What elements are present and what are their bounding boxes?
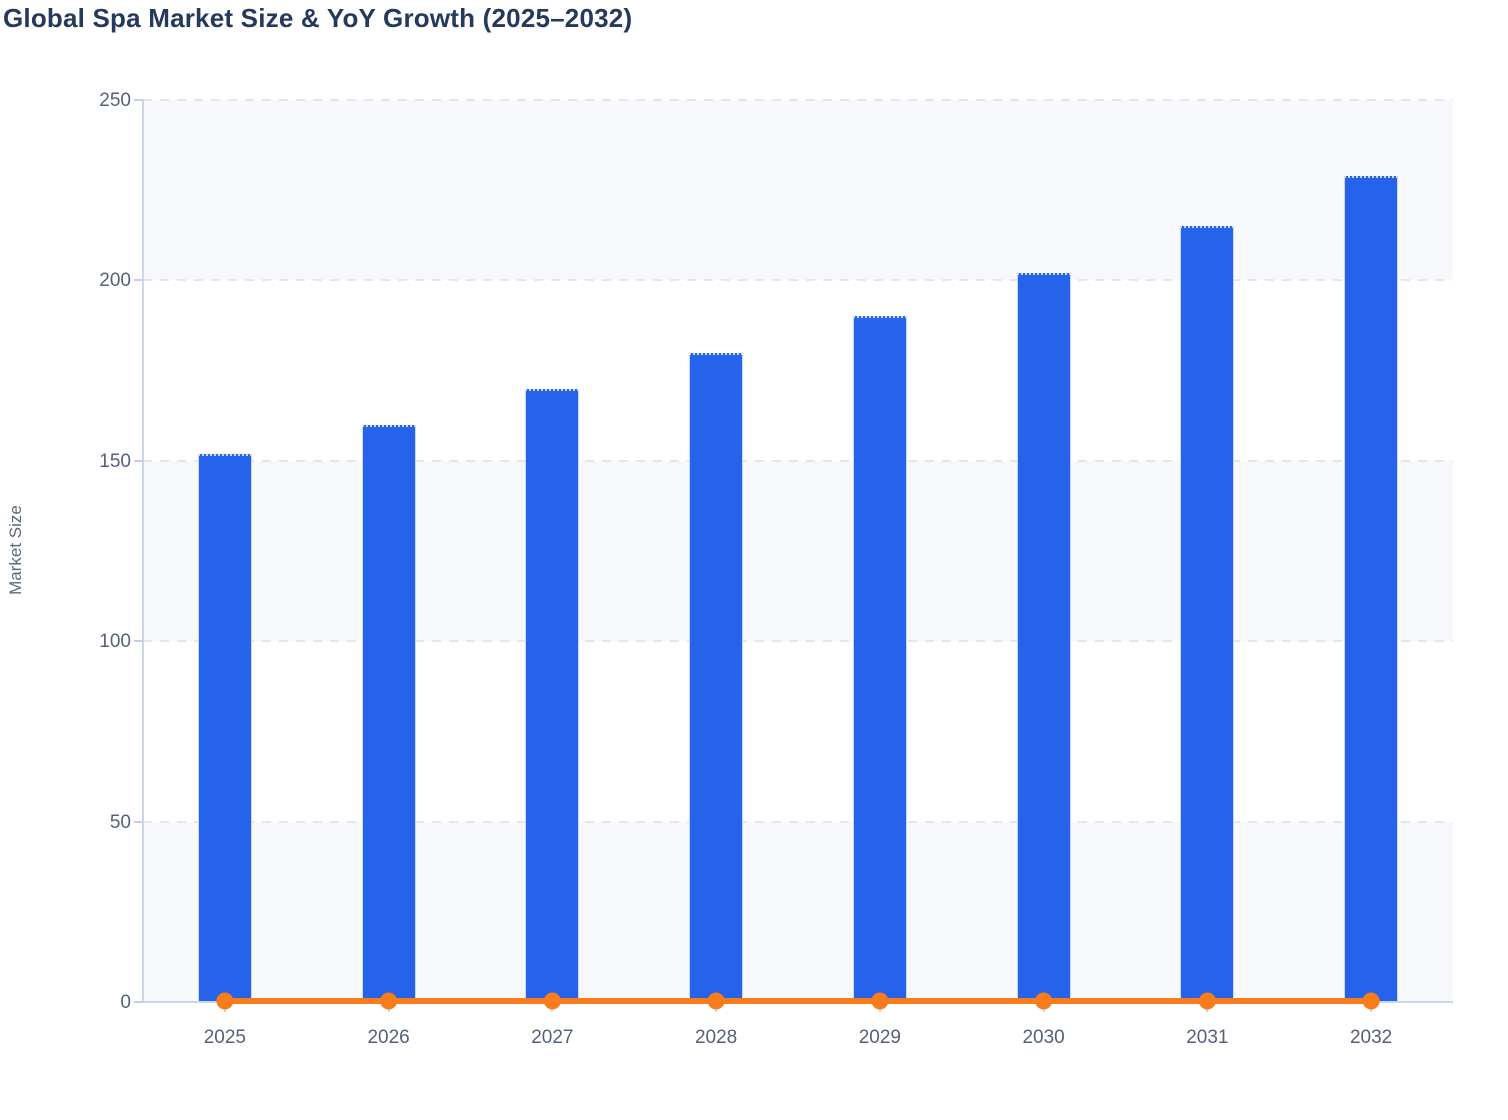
x-tick-label-2031: 2031: [1186, 1027, 1229, 1048]
x-tick-2027: [551, 1003, 554, 1012]
x-tick-label-2032: 2032: [1349, 1027, 1393, 1048]
bar-2027[interactable]: [525, 388, 580, 1002]
x-tick-2032: [1370, 1003, 1373, 1012]
x-tick-2031: [1206, 1003, 1209, 1012]
gridline-250: [143, 99, 1453, 101]
y-axis-line: [142, 100, 144, 1002]
y-tick-250: [134, 99, 143, 101]
gridline-200: [143, 279, 1453, 282]
y-tick-label-250: 250: [99, 90, 131, 111]
x-axis-line: [142, 1001, 1453, 1003]
plot-band: [143, 460, 1453, 642]
x-tick-label-2025: 2025: [203, 1027, 247, 1048]
x-tick-2026: [387, 1003, 390, 1012]
bar-2029[interactable]: [852, 316, 907, 1002]
y-axis-title: Market Size: [6, 505, 25, 595]
chart-title: Global Spa Market Size & YoY Growth (202…: [3, 3, 633, 33]
x-tick-label-2027: 2027: [531, 1027, 574, 1048]
x-tick-2029: [878, 1003, 881, 1012]
y-tick-label-0: 0: [120, 992, 131, 1013]
x-tick-label-2030: 2030: [1022, 1027, 1065, 1048]
bar-2028[interactable]: [689, 352, 744, 1002]
plot-band: [143, 821, 1453, 1002]
y-tick-label-100: 100: [99, 631, 131, 653]
gridline-100: [143, 640, 1453, 643]
bar-2025[interactable]: [197, 453, 252, 1002]
y-tick-200: [134, 279, 143, 282]
x-tick-2025: [223, 1003, 226, 1012]
y-tick-label-150: 150: [99, 450, 131, 472]
y-tick-100: [134, 640, 143, 643]
plot-band: [143, 100, 1453, 281]
x-tick-2030: [1042, 1003, 1045, 1012]
y-tick-150: [134, 459, 143, 462]
x-tick-2028: [715, 1003, 718, 1012]
bar-2026[interactable]: [361, 424, 416, 1002]
gridline-50: [143, 820, 1453, 823]
y-tick-label-200: 200: [99, 270, 131, 292]
gridline-150: [143, 459, 1453, 462]
bar-2032[interactable]: [1344, 175, 1399, 1002]
y-tick-label-50: 50: [109, 811, 131, 833]
x-tick-label-2029: 2029: [858, 1027, 902, 1048]
y-tick-0: [134, 1001, 143, 1003]
x-tick-label-2026: 2026: [367, 1027, 410, 1048]
bar-2030[interactable]: [1016, 273, 1071, 1002]
bar-2031[interactable]: [1180, 226, 1235, 1002]
x-tick-label-2028: 2028: [694, 1027, 738, 1048]
y-tick-50: [134, 820, 143, 823]
